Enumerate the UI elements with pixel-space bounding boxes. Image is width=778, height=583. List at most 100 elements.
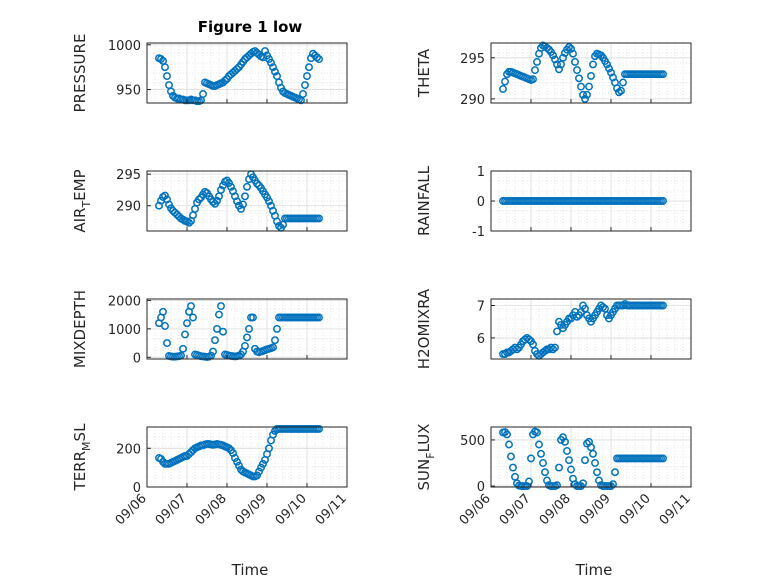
data-point [511, 343, 519, 352]
data-point [233, 457, 241, 466]
data-point [245, 324, 253, 333]
x-tick-label: 09/08 [193, 491, 230, 528]
data-markers [155, 47, 323, 106]
data-point [605, 64, 613, 73]
data-point [507, 452, 515, 461]
data-point [227, 182, 235, 191]
data-point [269, 343, 277, 352]
data-point [221, 76, 229, 85]
subplot-mixdepth: 0 1000 2000 MIXDEPTH [71, 290, 348, 368]
data-point [301, 81, 309, 90]
data-point [615, 88, 623, 97]
data-point [589, 60, 597, 69]
data-point [235, 461, 243, 470]
x-axis-label-left: Time [231, 561, 269, 579]
x-tick-label: 09/08 [537, 491, 574, 528]
data-point [211, 336, 219, 345]
x-tick-label: 09/09 [233, 491, 270, 528]
y-axis-label: THETA [415, 48, 433, 98]
subplot-theta: 290 295 THETA [415, 41, 692, 108]
y-tick-label: 1000 [108, 39, 141, 54]
y-axis-label: H2OMIXRA [415, 288, 433, 369]
data-point [529, 75, 537, 84]
data-point [575, 74, 583, 83]
y-tick-label: 1 [477, 165, 485, 180]
data-point [571, 57, 579, 66]
axes-box [490, 42, 692, 104]
data-point [535, 440, 543, 449]
data-markers [499, 41, 667, 103]
data-point [299, 90, 307, 98]
data-point [209, 197, 217, 206]
data-point [539, 459, 547, 467]
data-point [611, 468, 619, 477]
data-point [305, 63, 313, 72]
data-point [659, 197, 667, 205]
data-point [241, 192, 249, 201]
data-markers [155, 170, 323, 232]
data-point [533, 428, 541, 437]
data-point [577, 82, 585, 91]
data-point [187, 302, 195, 311]
data-point [185, 218, 193, 227]
data-point [243, 333, 251, 342]
y-tick-label: 6 [477, 332, 485, 347]
axes-box [146, 426, 348, 488]
data-point [561, 437, 569, 446]
data-point [503, 430, 511, 439]
data-point [237, 204, 245, 213]
data-point [219, 327, 227, 336]
data-point [303, 72, 311, 81]
data-point [215, 310, 223, 319]
y-tick-label: 1000 [108, 323, 141, 338]
subplot-air-temp: 290 295 AIRTEMP [71, 168, 348, 233]
y-tick-label: 7 [477, 299, 485, 314]
data-point [209, 347, 217, 356]
data-point [579, 90, 587, 99]
data-point [549, 51, 557, 60]
data-point [595, 476, 603, 485]
data-point [263, 193, 271, 202]
x-tick-label: 09/10 [273, 491, 310, 528]
data-point [525, 335, 533, 344]
axes-box [490, 298, 692, 360]
data-point [185, 450, 193, 459]
y-tick-label: 295 [460, 52, 485, 67]
x-tick-label: 09/07 [153, 491, 190, 528]
data-point [553, 327, 561, 336]
data-point [509, 463, 517, 472]
y-tick-label: 0 [133, 481, 141, 496]
data-point [239, 200, 247, 209]
data-point [217, 185, 225, 194]
y-axis-label: SUNFLUX [415, 424, 437, 491]
data-point [555, 463, 563, 472]
subplot-rainfall: -1 0 1 RAINFALL [415, 165, 692, 240]
data-point [659, 454, 667, 463]
y-tick-label: 290 [116, 200, 141, 215]
data-point [165, 200, 173, 209]
data-point [581, 456, 589, 465]
data-point [523, 482, 531, 491]
data-point [659, 70, 667, 79]
data-point [501, 77, 509, 86]
y-tick-label: 295 [116, 168, 141, 183]
data-point [217, 302, 225, 311]
data-point [549, 345, 557, 354]
data-point [591, 459, 599, 467]
data-point [315, 214, 323, 223]
y-tick-label: 2000 [108, 294, 141, 309]
data-point [587, 71, 595, 80]
y-axis-label: RAINFALL [415, 165, 433, 236]
data-point [553, 481, 561, 490]
x-tick-label: 09/11 [657, 491, 694, 528]
data-point [187, 448, 195, 457]
data-point [181, 330, 189, 339]
y-axis-label: PRESSURE [71, 34, 89, 113]
data-point [593, 468, 601, 477]
data-point [505, 440, 513, 449]
data-point [231, 454, 239, 462]
y-tick-label: 290 [460, 93, 485, 108]
data-point [567, 465, 575, 474]
data-point [313, 53, 321, 62]
